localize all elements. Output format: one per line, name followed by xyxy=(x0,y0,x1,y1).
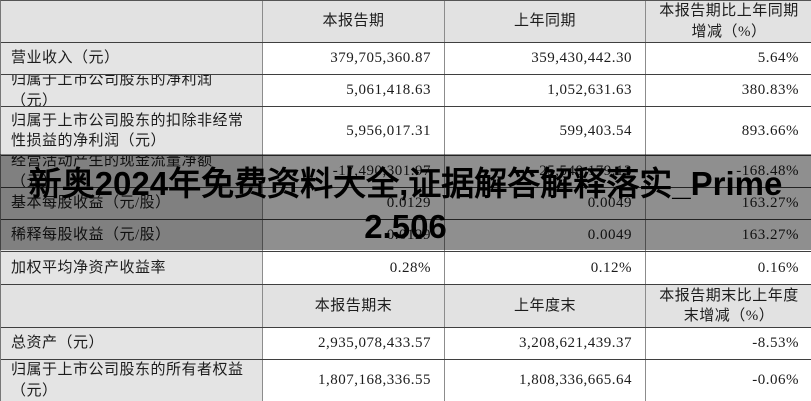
current-value: 5,956,017.31 xyxy=(263,107,445,155)
section2-header-row: 本报告期末 上年度末 本报告期末比上年度末增减（%） xyxy=(1,285,811,328)
current-value: -17,490,301.97 xyxy=(263,156,445,187)
prior-value: 25,540,179.13 xyxy=(445,156,646,187)
watermark-banner: 新奥2024年免费资料大全,证据解答解释落实_Prime 2.506 xyxy=(0,162,811,248)
change-value: 380.83% xyxy=(646,75,811,106)
header-change-pct: 本报告期比上年同期增减（%） xyxy=(646,1,811,42)
row-label: 归属于上市公司股东的净利润（元） xyxy=(1,75,263,106)
change-value: -0.06% xyxy=(646,360,811,401)
prior-value: 0.12% xyxy=(445,252,646,284)
prior-value: 1,808,336,665.64 xyxy=(445,360,646,401)
row-label: 经营活动产生的现金流量净额（元） xyxy=(1,156,263,187)
table-row-deducted-net-profit: 归属于上市公司股东的扣除非经常性损益的净利润（元） 5,956,017.31 5… xyxy=(1,107,811,156)
table-row-revenue: 营业收入（元） 379,705,360.87 359,430,442.30 5.… xyxy=(1,43,811,75)
row-label: 归属于上市公司股东的所有者权益（元） xyxy=(1,360,263,401)
row-label: 基本每股收益（元/股） xyxy=(1,188,263,219)
table-row-basic-eps: 基本每股收益（元/股） 0.0129 0.0049 163.27% xyxy=(1,188,811,220)
change-value: 893.66% xyxy=(646,107,811,155)
table-row-diluted-eps: 稀释每股收益（元/股） 0.0129 0.0049 163.27% xyxy=(1,220,811,252)
table-row-owners-equity: 归属于上市公司股东的所有者权益（元） 1,807,168,336.55 1,80… xyxy=(1,360,811,401)
row-label: 加权平均净资产收益率 xyxy=(1,252,263,284)
prior-value: 0.0049 xyxy=(445,188,646,219)
change-value: 163.27% xyxy=(646,220,811,251)
row-label: 总资产（元） xyxy=(1,328,263,359)
change-value: 0.16% xyxy=(646,252,811,284)
change-value: 163.27% xyxy=(646,188,811,219)
table-row-net-profit: 归属于上市公司股东的净利润（元） 5,061,418.63 1,052,631.… xyxy=(1,75,811,107)
current-value: 0.0129 xyxy=(263,220,445,251)
row-label: 归属于上市公司股东的扣除非经常性损益的净利润（元） xyxy=(1,107,263,155)
current-value: 379,705,360.87 xyxy=(263,43,445,74)
prior-value: 1,052,631.63 xyxy=(445,75,646,106)
table-row-weighted-roe: 加权平均净资产收益率 0.28% 0.12% 0.16% xyxy=(1,252,811,285)
change-value: -168.48% xyxy=(646,156,811,187)
header-empty-cell xyxy=(1,285,263,327)
prior-value: 0.0049 xyxy=(445,220,646,251)
row-label: 营业收入（元） xyxy=(1,43,263,74)
header-empty-cell xyxy=(1,1,263,42)
change-value: 5.64% xyxy=(646,43,811,74)
prior-value: 359,430,442.30 xyxy=(445,43,646,74)
row-label: 稀释每股收益（元/股） xyxy=(1,220,263,251)
table-row-total-assets: 总资产（元） 2,935,078,433.57 3,208,621,439.37… xyxy=(1,328,811,360)
current-value: 0.0129 xyxy=(263,188,445,219)
prior-value: 3,208,621,439.37 xyxy=(445,328,646,359)
current-value: 2,935,078,433.57 xyxy=(263,328,445,359)
change-value: -8.53% xyxy=(646,328,811,359)
current-value: 0.28% xyxy=(263,252,445,284)
table-row-operating-cash-flow: 经营活动产生的现金流量净额（元） -17,490,301.97 25,540,1… xyxy=(1,156,811,188)
header-period-end: 本报告期末 xyxy=(263,285,445,327)
watermark-banner-line2: 2.506 xyxy=(364,208,447,245)
header-prior-year-end: 上年度末 xyxy=(445,285,646,327)
current-value: 1,807,168,336.55 xyxy=(263,360,445,401)
header-end-change-pct: 本报告期末比上年度末增减（%） xyxy=(646,285,811,327)
header-current-period: 本报告期 xyxy=(263,1,445,42)
section1-header-row: 本报告期 上年同期 本报告期比上年同期增减（%） xyxy=(1,1,811,43)
header-prior-period: 上年同期 xyxy=(445,1,646,42)
current-value: 5,061,418.63 xyxy=(263,75,445,106)
prior-value: 599,403.54 xyxy=(445,107,646,155)
watermark-banner-line1: 新奥2024年免费资料大全,证据解答解释落实_Prime xyxy=(28,165,783,202)
